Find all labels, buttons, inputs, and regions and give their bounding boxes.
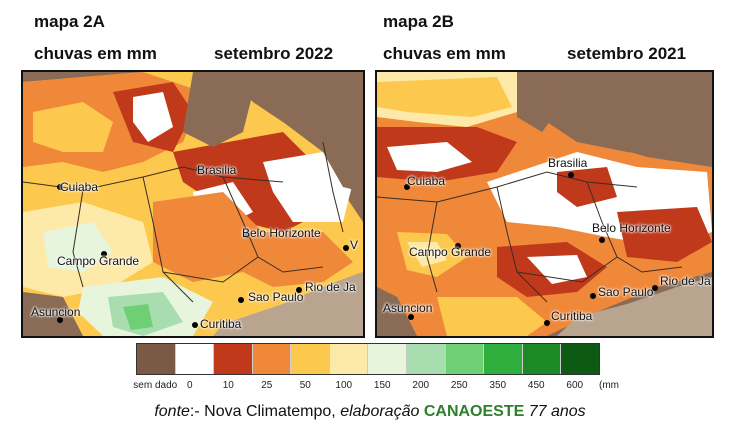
source-provider: Nova Climatempo, <box>199 403 341 420</box>
legend-unit: (mm <box>599 380 619 391</box>
legend-swatch <box>214 344 253 374</box>
legend-tick-label: sem dado <box>133 380 178 391</box>
map-a-city-dot <box>343 245 349 251</box>
legend-tick-label: 0 <box>186 380 193 391</box>
map-a-variable: chuvas em mm <box>34 44 157 63</box>
color-legend <box>136 343 600 375</box>
map-a-city-cuiaba: Cuiaba <box>60 180 99 194</box>
legend-tick-label: 200 <box>412 380 430 391</box>
map-b-city-dot <box>652 285 658 291</box>
map-b-city-campo-grande: Campo Grande <box>409 245 492 259</box>
legend-tick-label: 150 <box>373 380 391 391</box>
map-b-city-dot <box>568 172 574 178</box>
source-suffix: 77 anos <box>528 403 586 420</box>
map-a-city-dot <box>244 232 250 238</box>
source-elab: elaboração <box>340 403 420 420</box>
map-b-city-dot <box>590 293 596 299</box>
legend-swatch <box>445 344 485 374</box>
map-b-city-dot <box>408 314 414 320</box>
map-a-city-v: V <box>350 238 359 252</box>
legend-tick-label: 450 <box>527 380 545 391</box>
legend-tick-label: 100 <box>335 380 353 391</box>
map-b <box>375 70 714 338</box>
map-a-city-dot <box>296 287 302 293</box>
map-a <box>21 70 365 338</box>
map-a-rain-field <box>23 72 363 336</box>
map-b-city-dot <box>599 237 605 243</box>
map-b-city-curitiba: Curitiba <box>551 309 593 323</box>
map-b-city-dot <box>455 243 461 249</box>
map-a-city-curitiba: Curitiba <box>200 317 242 331</box>
legend-swatch <box>175 344 215 374</box>
map-a-period: setembro 2022 <box>214 44 334 63</box>
map-b-title: mapa 2B <box>383 12 454 31</box>
legend-swatch <box>291 344 330 374</box>
map-a-city-campo-grande: Campo Grande <box>57 254 140 268</box>
legend-tick-label: 25 <box>261 380 273 391</box>
legend-tick-label: 250 <box>450 380 468 391</box>
map-b-period: setembro 2021 <box>567 44 687 63</box>
source-note: fonte:- Nova Climatempo, elaboração CANA… <box>0 403 740 421</box>
map-a-city-belo-horizonte: Belo Horizonte <box>242 226 321 240</box>
map-a-city-brasilia: Brasilia <box>197 163 237 177</box>
legend-swatch <box>329 344 369 374</box>
map-a-city-dot <box>238 297 244 303</box>
legend-tick-label: 600 <box>566 380 584 391</box>
map-b-city-brasilia: Brasilia <box>548 156 588 170</box>
source-brand: CANAOESTE <box>423 403 525 420</box>
legend-swatch <box>407 344 446 374</box>
map-a-city-dot <box>192 322 198 328</box>
legend-tick-label: 350 <box>489 380 507 391</box>
map-b-variable: chuvas em mm <box>383 44 506 63</box>
map-b-city-belo-horizonte: Belo Horizonte <box>592 221 671 235</box>
legend-swatch <box>484 344 523 374</box>
map-a-city-dot <box>101 251 107 257</box>
map-b-city-dot <box>404 184 410 190</box>
map-b-city-dot <box>544 320 550 326</box>
legend-swatch <box>137 344 176 374</box>
map-b-city-cuiaba: Cuiaba <box>407 174 446 188</box>
map-a-title: mapa 2A <box>34 12 105 31</box>
legend-tick-label: 50 <box>299 380 311 391</box>
map-b-city-rio: Rio de Ja <box>660 274 711 288</box>
map-b-city-asuncion: Asuncion <box>383 301 433 315</box>
map-b-city-sao-paulo: Sao Paulo <box>598 285 654 299</box>
legend-swatch <box>252 344 292 374</box>
map-a-city-dot <box>57 184 63 190</box>
map-a-city-dot <box>57 317 63 323</box>
map-a-city-sao-paulo: Sao Paulo <box>248 290 304 304</box>
legend-swatch <box>561 344 599 374</box>
source-prefix: fonte <box>154 403 190 420</box>
legend-swatch <box>522 344 562 374</box>
legend-swatch <box>368 344 408 374</box>
source-sep: :- <box>189 403 200 420</box>
map-a-city-rio: Rio de Ja <box>305 280 356 294</box>
map-b-rain-field <box>377 72 712 336</box>
map-a-city-dot <box>196 166 202 172</box>
legend-tick-label: 10 <box>222 380 234 391</box>
map-a-city-asuncion: Asuncion <box>31 305 81 319</box>
